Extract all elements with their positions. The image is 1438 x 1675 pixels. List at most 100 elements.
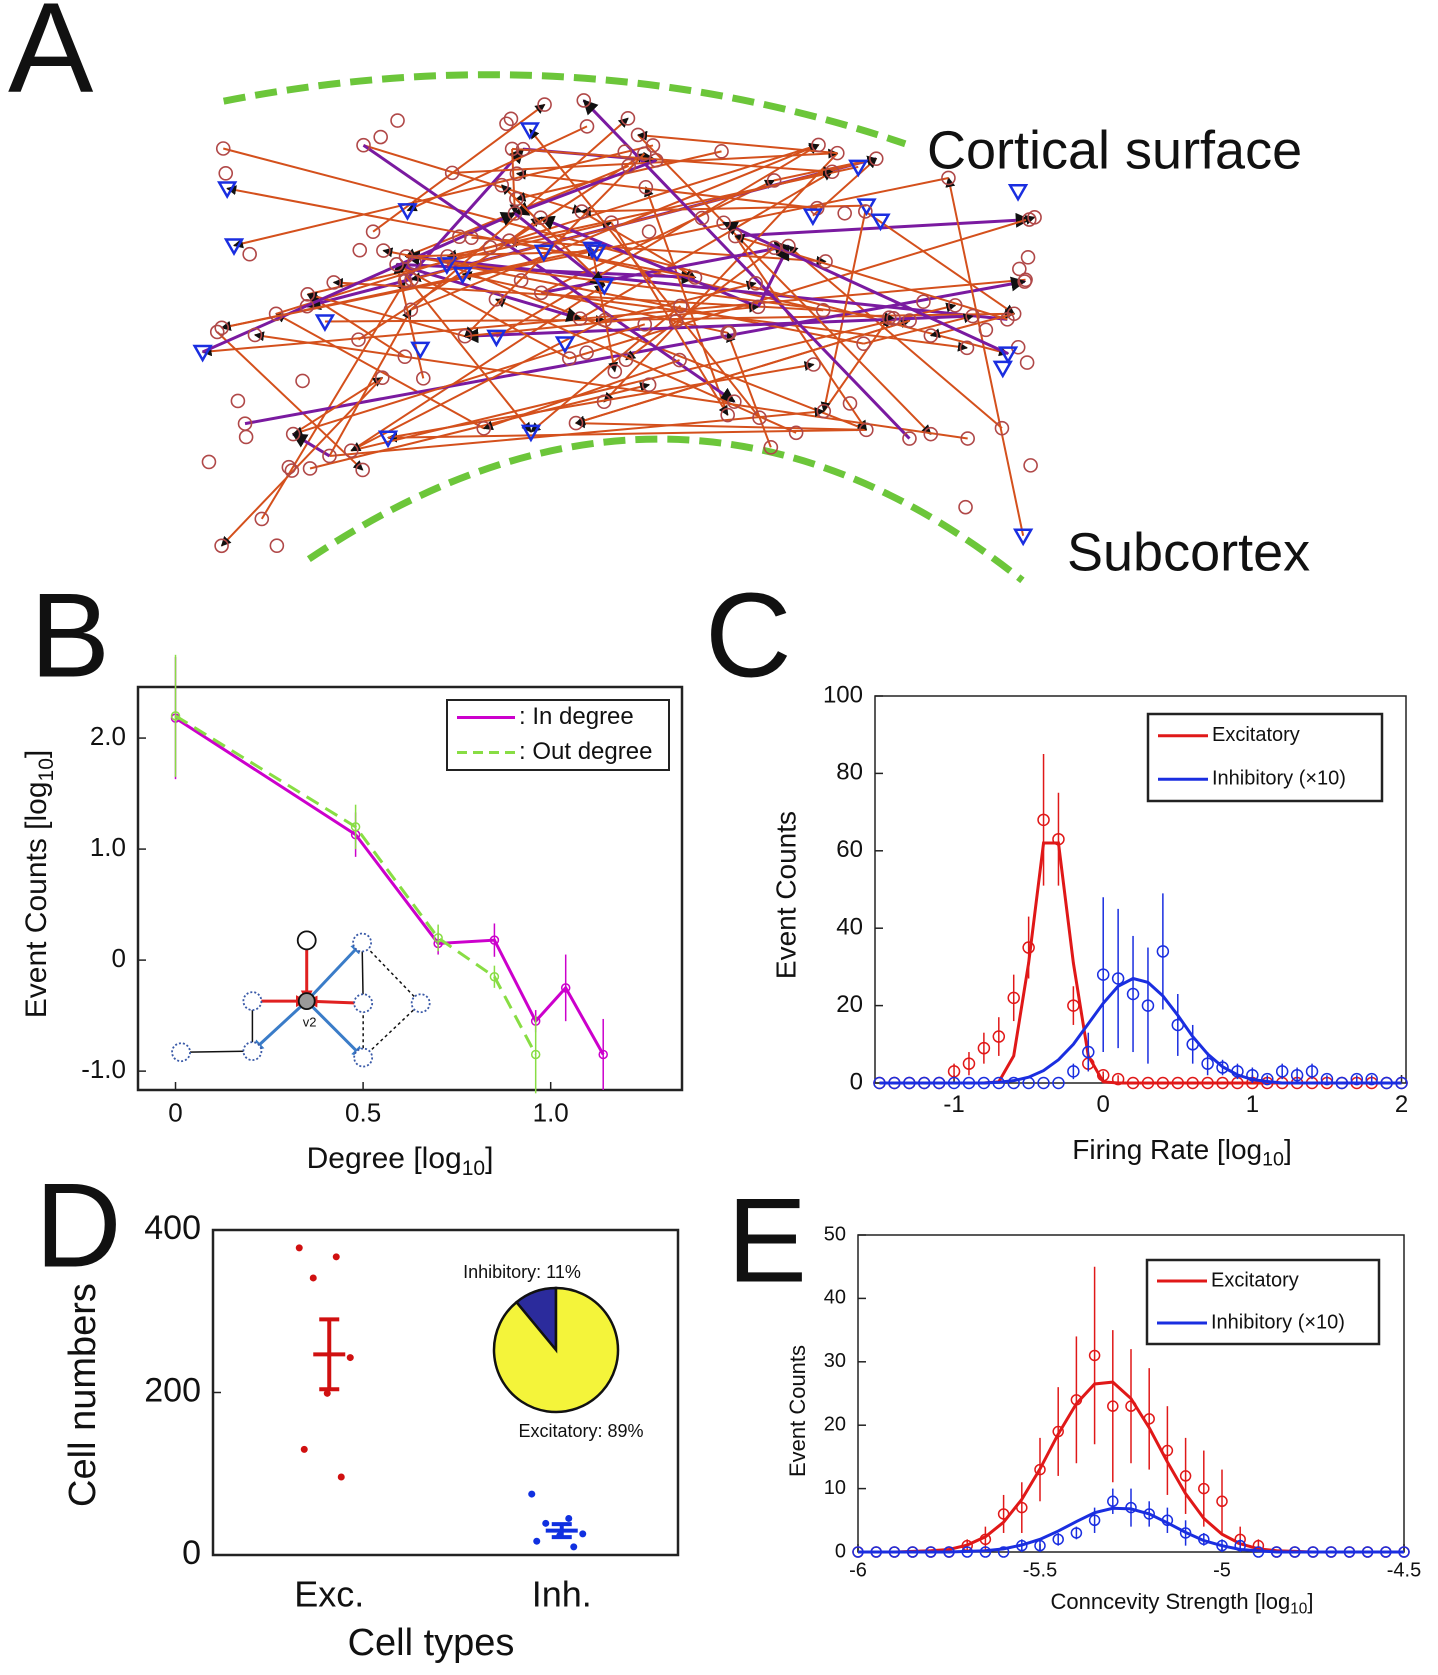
excitatory-neuron xyxy=(621,158,636,174)
data-point xyxy=(852,1546,864,1558)
data-point xyxy=(1126,987,1140,1001)
data-point xyxy=(1016,1501,1028,1514)
axis-label-part: ] xyxy=(20,750,53,758)
connection xyxy=(292,323,646,437)
data-point xyxy=(1107,1495,1119,1508)
panel-letter: E xyxy=(727,1174,807,1308)
data-point xyxy=(1143,1413,1155,1425)
excitatory-neuron xyxy=(513,273,529,288)
y-tick-label: 20 xyxy=(824,1413,846,1435)
y-tick-label: 60 xyxy=(836,836,863,863)
axis-label-part: 10 xyxy=(1262,1149,1284,1171)
connection xyxy=(329,407,825,457)
excitatory-neuron xyxy=(356,137,371,153)
connection xyxy=(574,418,867,431)
connection xyxy=(637,130,838,155)
axis-label-part: 10 xyxy=(462,1157,485,1180)
excitatory-neuron xyxy=(1012,261,1027,277)
excitatory-neuron xyxy=(214,320,230,336)
data-point xyxy=(932,1076,946,1090)
excitatory-neuron xyxy=(269,538,285,553)
inset-node xyxy=(353,993,374,1014)
data-point xyxy=(323,1389,331,1397)
excitatory-neuron xyxy=(397,273,413,289)
connection xyxy=(603,152,839,403)
axis-label: Event Counts [log10] xyxy=(20,750,58,1019)
connection xyxy=(406,125,588,212)
fit-curve xyxy=(879,841,1402,1085)
axis-label-part: Firing Rate [log xyxy=(1072,1134,1262,1165)
series-line xyxy=(174,714,538,1056)
boundary xyxy=(222,71,907,148)
data-point xyxy=(992,1076,1006,1090)
data-point xyxy=(977,1076,991,1090)
excitatory-neuron xyxy=(842,396,858,411)
excitatory-neuron xyxy=(300,287,315,302)
excitatory-neuron xyxy=(579,345,594,360)
excitatory-neuron xyxy=(886,311,901,326)
inset-edge xyxy=(180,1048,253,1056)
data-point xyxy=(979,1533,992,1546)
connection xyxy=(495,298,797,434)
axis-label-part: Degree [log xyxy=(307,1142,462,1175)
inhibitory-neuron xyxy=(802,208,824,227)
excitatory-neuron xyxy=(788,425,804,441)
inhibitory-neuron xyxy=(520,424,542,443)
inhibitory-neuron xyxy=(848,159,869,178)
connection xyxy=(471,236,827,266)
data-point xyxy=(1088,1514,1101,1527)
excitatory-neuron xyxy=(617,144,633,160)
data-point xyxy=(943,1546,955,1558)
data-point xyxy=(1216,1076,1229,1090)
boundary xyxy=(306,435,1025,584)
excitatory-neuron xyxy=(537,97,552,112)
excitatory-neuron xyxy=(574,204,590,219)
connection xyxy=(306,291,466,338)
data-point xyxy=(888,1076,901,1090)
data-point xyxy=(1107,1400,1119,1412)
excitatory-neuron xyxy=(806,357,821,372)
inhibitory-neuron xyxy=(192,344,213,363)
connection xyxy=(863,313,974,345)
excitatory-neuron xyxy=(579,119,595,134)
data-point xyxy=(560,983,571,993)
data-point xyxy=(1186,1076,1199,1090)
excitatory-neuron xyxy=(868,151,884,166)
connection xyxy=(253,331,968,440)
y-tick-label: 100 xyxy=(823,681,863,708)
x-tick-label: 2 xyxy=(1395,1091,1408,1118)
connection xyxy=(382,247,864,345)
data-point xyxy=(1161,1444,1174,1457)
excitatory-neuron xyxy=(268,306,284,322)
y-tick-label: 40 xyxy=(824,1287,846,1309)
connection xyxy=(529,128,761,419)
data-point xyxy=(917,1076,931,1090)
data-point xyxy=(903,1076,916,1090)
excitatory-neuron xyxy=(1018,272,1033,288)
excitatory-neuron xyxy=(637,317,653,332)
excitatory-neuron xyxy=(440,249,455,264)
excitatory-neuron xyxy=(247,327,263,343)
axis-label: Event Counts xyxy=(785,1345,810,1477)
pie-slice xyxy=(492,1286,620,1414)
data-point xyxy=(489,935,500,945)
data-point xyxy=(1125,1400,1137,1412)
data-point xyxy=(873,1076,886,1090)
data-point xyxy=(350,822,361,832)
y-tick-label: 40 xyxy=(836,914,863,941)
connection xyxy=(216,331,364,471)
connection xyxy=(604,280,757,322)
data-point xyxy=(1171,1018,1185,1032)
data-point xyxy=(1216,1495,1228,1508)
data-point xyxy=(1052,1533,1064,1546)
data-point xyxy=(870,1546,882,1558)
excitatory-neuron xyxy=(242,246,257,262)
excitatory-neuron xyxy=(515,141,531,157)
excitatory-neuron xyxy=(503,111,519,127)
data-point xyxy=(346,1354,354,1362)
excitatory-neuron xyxy=(811,137,826,153)
excitatory-neuron xyxy=(476,421,492,436)
connection xyxy=(387,428,867,443)
data-point xyxy=(997,1546,1010,1558)
connection xyxy=(604,308,1016,322)
